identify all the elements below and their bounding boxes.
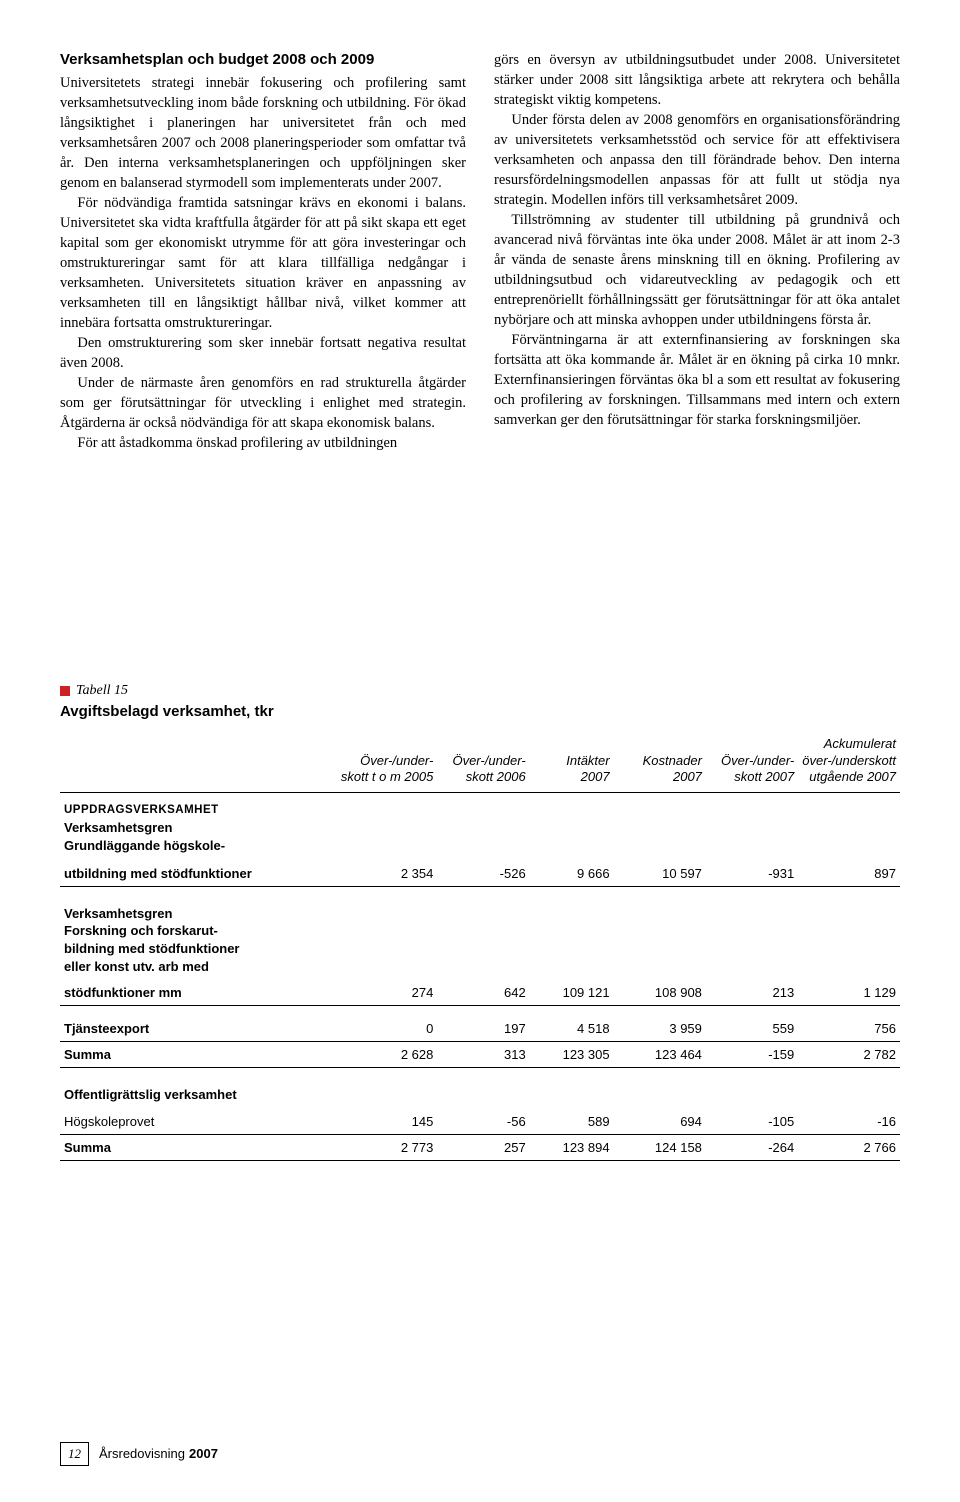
cell: -264 [706,1134,798,1160]
table-caption: Tabell 15 [60,683,900,699]
section-label: Offentligrättslig verksamhet [64,1087,237,1102]
cell: 4 518 [530,1016,614,1042]
table-header: Intäkter2007 [530,734,614,793]
cell: -526 [437,861,529,887]
column-left: Verksamhetsplan och budget 2008 och 2009… [60,50,466,453]
group-label: Verksamhetsgren [64,820,172,835]
cell: 108 908 [614,980,706,1006]
cell: -159 [706,1042,798,1068]
footer-year: 2007 [189,1446,218,1461]
cell: 257 [437,1134,529,1160]
cell: 1 129 [798,980,900,1006]
table-row: UPPDRAGSVERKSAMHET Verksamhetsgren Grund… [60,793,900,861]
cell: 2 782 [798,1042,900,1068]
cell: 145 [328,1109,437,1135]
page-footer: 12 Årsredovisning 2007 [60,1442,218,1466]
paragraph: Under första delen av 2008 genomförs en … [494,110,900,210]
paragraph: Förväntningarna är att externfinansierin… [494,330,900,430]
text-columns: Verksamhetsplan och budget 2008 och 2009… [60,50,900,453]
table-row: stödfunktioner mm 274 642 109 121 108 90… [60,980,900,1006]
cell: 124 158 [614,1134,706,1160]
group-label: eller konst utv. arb med [64,959,209,974]
cell: 2 773 [328,1134,437,1160]
paragraph: Den omstrukturering som sker innebär for… [60,333,466,373]
row-label: Högskoleprovet [60,1109,328,1135]
row-label: Summa [60,1134,328,1160]
paragraph: Under de närmaste åren genomförs en rad … [60,373,466,433]
column-right: görs en översyn av utbildningsutbudet un… [494,50,900,453]
cell: 213 [706,980,798,1006]
cell: -931 [706,861,798,887]
table-header: Kostnader2007 [614,734,706,793]
section-heading: Verksamhetsplan och budget 2008 och 2009 [60,50,466,71]
square-bullet-icon [60,686,70,696]
cell: 694 [614,1109,706,1135]
table-header: Över-/under-skott t o m 2005 [328,734,437,793]
table-row: Offentligrättslig verksamhet [60,1068,900,1109]
row-label: Summa [60,1042,328,1068]
table-header: Ackumuleratöver-/underskottutgående 2007 [798,734,900,793]
cell: 123 305 [530,1042,614,1068]
cell: 3 959 [614,1016,706,1042]
table-number: Tabell 15 [76,683,128,699]
paragraph: Universitetets strategi innebär fokuseri… [60,73,466,193]
table-title: Avgiftsbelagd verksamhet, tkr [60,703,900,720]
cell: 274 [328,980,437,1006]
footer-text: Årsredovisning [99,1446,185,1461]
table-row: Verksamhetsgren Forskning och forskarut-… [60,886,900,980]
cell: 2 628 [328,1042,437,1068]
row-label: Tjänsteexport [60,1016,328,1042]
group-label: bildning med stödfunktioner [64,941,240,956]
paragraph: görs en översyn av utbildningsutbudet un… [494,50,900,110]
page-number: 12 [60,1442,89,1466]
cell: 642 [437,980,529,1006]
cell: 0 [328,1016,437,1042]
cell: 2 766 [798,1134,900,1160]
table-row: Summa 2 628 313 123 305 123 464 -159 2 7… [60,1042,900,1068]
cell: 109 121 [530,980,614,1006]
paragraph: För nödvändiga framtida satsningar krävs… [60,193,466,333]
cell: -56 [437,1109,529,1135]
cell: 123 464 [614,1042,706,1068]
cell: -16 [798,1109,900,1135]
section-label: UPPDRAGSVERKSAMHET [64,804,219,816]
cell: 756 [798,1016,900,1042]
table-header: Över-/under-skott 2007 [706,734,798,793]
table-row: Tjänsteexport 0 197 4 518 3 959 559 756 [60,1016,900,1042]
cell: -105 [706,1109,798,1135]
data-table: Över-/under-skott t o m 2005 Över-/under… [60,734,900,1161]
cell: 10 597 [614,861,706,887]
table-section: Tabell 15 Avgiftsbelagd verksamhet, tkr … [60,683,900,1161]
table-row: Högskoleprovet 145 -56 589 694 -105 -16 [60,1109,900,1135]
cell: 897 [798,861,900,887]
row-label: stödfunktioner mm [60,980,328,1006]
paragraph: För att åstadkomma önskad profilering av… [60,433,466,453]
cell: 2 354 [328,861,437,887]
group-label: Grundläggande högskole- [64,838,225,853]
table-row: utbildning med stödfunktioner 2 354 -526… [60,861,900,887]
cell: 313 [437,1042,529,1068]
table-row: Summa 2 773 257 123 894 124 158 -264 2 7… [60,1134,900,1160]
table-header: Över-/under-skott 2006 [437,734,529,793]
group-label: Verksamhetsgren [64,906,172,921]
table-header-row: Över-/under-skott t o m 2005 Över-/under… [60,734,900,793]
paragraph: Tillströmning av studenter till utbildni… [494,210,900,330]
cell: 589 [530,1109,614,1135]
cell: 197 [437,1016,529,1042]
cell: 559 [706,1016,798,1042]
group-label: Forskning och forskarut- [64,923,218,938]
cell: 123 894 [530,1134,614,1160]
table-header [60,734,328,793]
row-label: utbildning med stödfunktioner [60,861,328,887]
cell: 9 666 [530,861,614,887]
